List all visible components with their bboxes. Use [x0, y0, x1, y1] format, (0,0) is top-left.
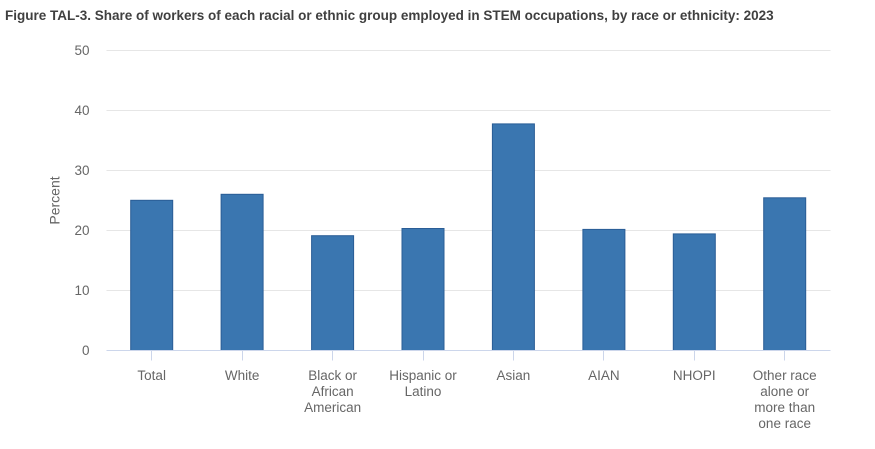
- svg-text:NHOPI: NHOPI: [673, 368, 716, 383]
- svg-text:30: 30: [74, 163, 89, 178]
- svg-text:50: 50: [74, 43, 89, 58]
- svg-text:Asian: Asian: [497, 368, 531, 383]
- svg-text:Total: Total: [137, 368, 166, 383]
- svg-text:Percent: Percent: [47, 176, 63, 224]
- svg-text:20: 20: [74, 223, 89, 238]
- svg-text:Figure TAL-3. Share of workers: Figure TAL-3. Share of workers of each r…: [5, 8, 774, 23]
- svg-text:40: 40: [74, 103, 89, 118]
- svg-text:10: 10: [74, 283, 89, 298]
- svg-text:0: 0: [82, 343, 90, 358]
- svg-text:AIAN: AIAN: [588, 368, 620, 383]
- svg-text:White: White: [225, 368, 260, 383]
